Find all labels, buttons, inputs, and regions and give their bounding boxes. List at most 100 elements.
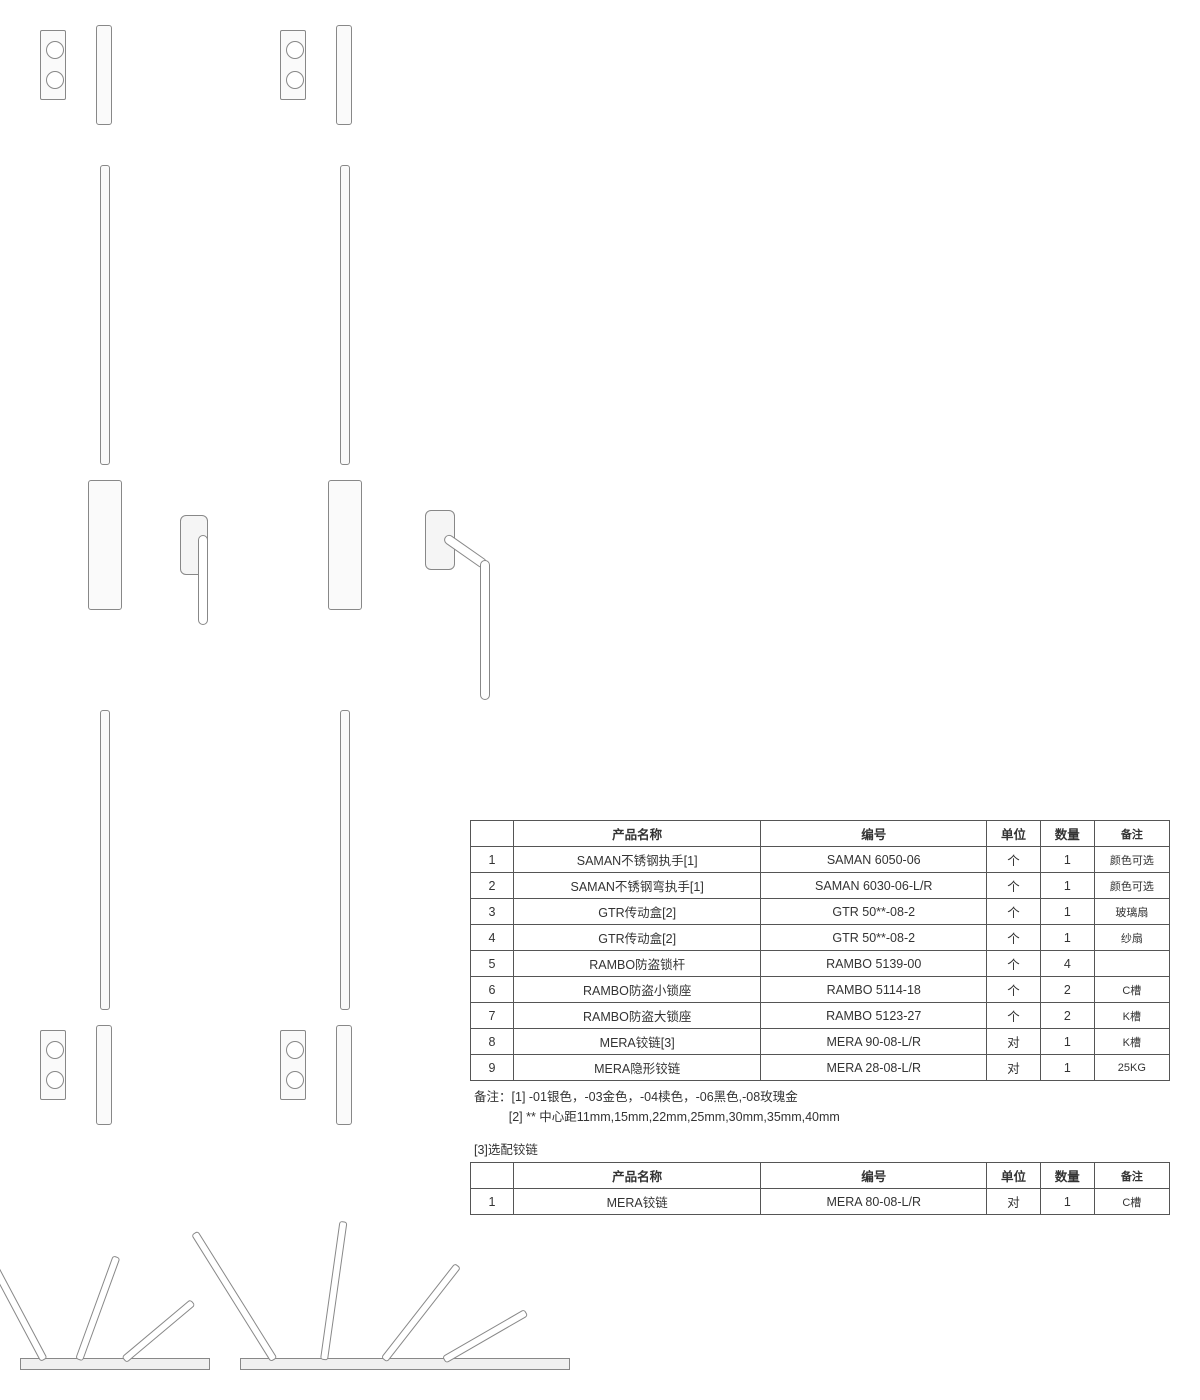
table-row: 2SAMAN不锈钢弯执手[1]SAMAN 6030-06-L/R个1颜色可选 [471,873,1170,899]
col-code: 编号 [761,821,987,847]
cell-idx: 6 [471,977,514,1003]
cell-code: SAMAN 6030-06-L/R [761,873,987,899]
handle-straight [180,515,220,625]
lock-rod-upper-a [100,165,110,465]
lock-seat-top-b [280,30,306,100]
cell-idx: 5 [471,951,514,977]
cell-code: MERA 90-08-L/R [761,1029,987,1055]
cell-note: C槽 [1094,1189,1169,1215]
table-row: 4GTR传动盒[2]GTR 50**-08-2个1纱扇 [471,925,1170,951]
cell-qty: 1 [1040,899,1094,925]
table-row: 6RAMBO防盗小锁座RAMBO 5114-18个2C槽 [471,977,1170,1003]
cell-idx: 2 [471,873,514,899]
cell-unit: 个 [987,847,1041,873]
cell-name: RAMBO防盗小锁座 [514,977,761,1003]
cell-unit: 个 [987,951,1041,977]
cell-idx: 3 [471,899,514,925]
cell-qty: 2 [1040,977,1094,1003]
gearbox-a [88,480,122,610]
lock-rod-upper-b [340,165,350,465]
cell-unit: 个 [987,899,1041,925]
cell-qty: 1 [1040,1189,1094,1215]
table-row: 1SAMAN不锈钢执手[1]SAMAN 6050-06个1颜色可选 [471,847,1170,873]
lock-seat-top-b-side [336,25,352,125]
cell-name: SAMAN不锈钢执手[1] [514,847,761,873]
cell-code: MERA 80-08-L/R [761,1189,987,1215]
cell-unit: 个 [987,873,1041,899]
cell-qty: 1 [1040,1029,1094,1055]
table-row: 7RAMBO防盗大锁座RAMBO 5123-27个2K槽 [471,1003,1170,1029]
cell-name: MERA隐形铰链 [514,1055,761,1081]
bom-tables: 产品名称 编号 单位 数量 备注 1SAMAN不锈钢执手[1]SAMAN 605… [470,820,1170,1215]
cell-unit: 个 [987,925,1041,951]
cell-qty: 4 [1040,951,1094,977]
cell-qty: 2 [1040,1003,1094,1029]
cell-idx: 1 [471,1189,514,1215]
cell-code: MERA 28-08-L/R [761,1055,987,1081]
table-header-row: 产品名称 编号 单位 数量 备注 [471,821,1170,847]
cell-note: 纱扇 [1094,925,1169,951]
col-qty: 数量 [1040,821,1094,847]
bom-table-main: 产品名称 编号 单位 数量 备注 1SAMAN不锈钢执手[1]SAMAN 605… [470,820,1170,1081]
cell-idx: 1 [471,847,514,873]
table-row: 3GTR传动盒[2]GTR 50**-08-2个1玻璃扇 [471,899,1170,925]
cell-qty: 1 [1040,873,1094,899]
lock-rod-lower-a [100,710,110,1010]
col-note: 备注 [1094,1163,1169,1189]
cell-name: SAMAN不锈钢弯执手[1] [514,873,761,899]
cell-code: RAMBO 5139-00 [761,951,987,977]
handle-bent [425,510,505,710]
table-row: 1MERA铰链MERA 80-08-L/R对1C槽 [471,1189,1170,1215]
cell-idx: 4 [471,925,514,951]
col-unit: 单位 [987,821,1041,847]
cell-name: MERA铰链 [514,1189,761,1215]
cell-note: 玻璃扇 [1094,899,1169,925]
cell-unit: 个 [987,977,1041,1003]
cell-idx: 8 [471,1029,514,1055]
cell-unit: 对 [987,1029,1041,1055]
cell-idx: 9 [471,1055,514,1081]
optional-hinge-header: [3]选配铰链 [474,1139,1170,1158]
cell-code: GTR 50**-08-2 [761,925,987,951]
cell-code: GTR 50**-08-2 [761,899,987,925]
table-row: 5RAMBO防盗锁杆RAMBO 5139-00个4 [471,951,1170,977]
cell-name: RAMBO防盗大锁座 [514,1003,761,1029]
col-note: 备注 [1094,821,1169,847]
lock-seat-bottom-b-side [336,1025,352,1125]
footnote-line2: [2] ** 中心距11mm,15mm,22mm,25mm,30mm,35mm,… [509,1110,840,1124]
col-code: 编号 [761,1163,987,1189]
cell-unit: 对 [987,1055,1041,1081]
cell-unit: 对 [987,1189,1041,1215]
hinge-small [20,1220,210,1370]
cell-idx: 7 [471,1003,514,1029]
cell-note: 25KG [1094,1055,1169,1081]
cell-qty: 1 [1040,1055,1094,1081]
lock-seat-bottom-a-side [96,1025,112,1125]
lock-rod-lower-b [340,710,350,1010]
footnotes: 备注：[1] -01银色，-03金色，-04椟色，-06黑色,-08玫瑰金 [2… [474,1087,1170,1127]
cell-note: 颜色可选 [1094,847,1169,873]
cell-note: 颜色可选 [1094,873,1169,899]
cell-note [1094,951,1169,977]
cell-code: RAMBO 5123-27 [761,1003,987,1029]
lock-seat-top-a [40,30,66,100]
cell-name: GTR传动盒[2] [514,925,761,951]
col-qty: 数量 [1040,1163,1094,1189]
col-unit: 单位 [987,1163,1041,1189]
col-index [471,821,514,847]
hinge-large [240,1200,570,1370]
lock-seat-bottom-a [40,1030,66,1100]
footnote-line1: [1] -01银色，-03金色，-04椟色，-06黑色,-08玫瑰金 [512,1090,798,1104]
cell-code: SAMAN 6050-06 [761,847,987,873]
cell-name: GTR传动盒[2] [514,899,761,925]
bom-table-optional-body: 1MERA铰链MERA 80-08-L/R对1C槽 [471,1189,1170,1215]
hinge-diagrams [20,1190,580,1380]
table-row: 8MERA铰链[3]MERA 90-08-L/R对1K槽 [471,1029,1170,1055]
cell-qty: 1 [1040,925,1094,951]
col-index [471,1163,514,1189]
cell-qty: 1 [1040,847,1094,873]
bom-table-optional: 产品名称 编号 单位 数量 备注 1MERA铰链MERA 80-08-L/R对1… [470,1162,1170,1215]
cell-name: MERA铰链[3] [514,1029,761,1055]
cell-note: K槽 [1094,1029,1169,1055]
table-header-row: 产品名称 编号 单位 数量 备注 [471,1163,1170,1189]
